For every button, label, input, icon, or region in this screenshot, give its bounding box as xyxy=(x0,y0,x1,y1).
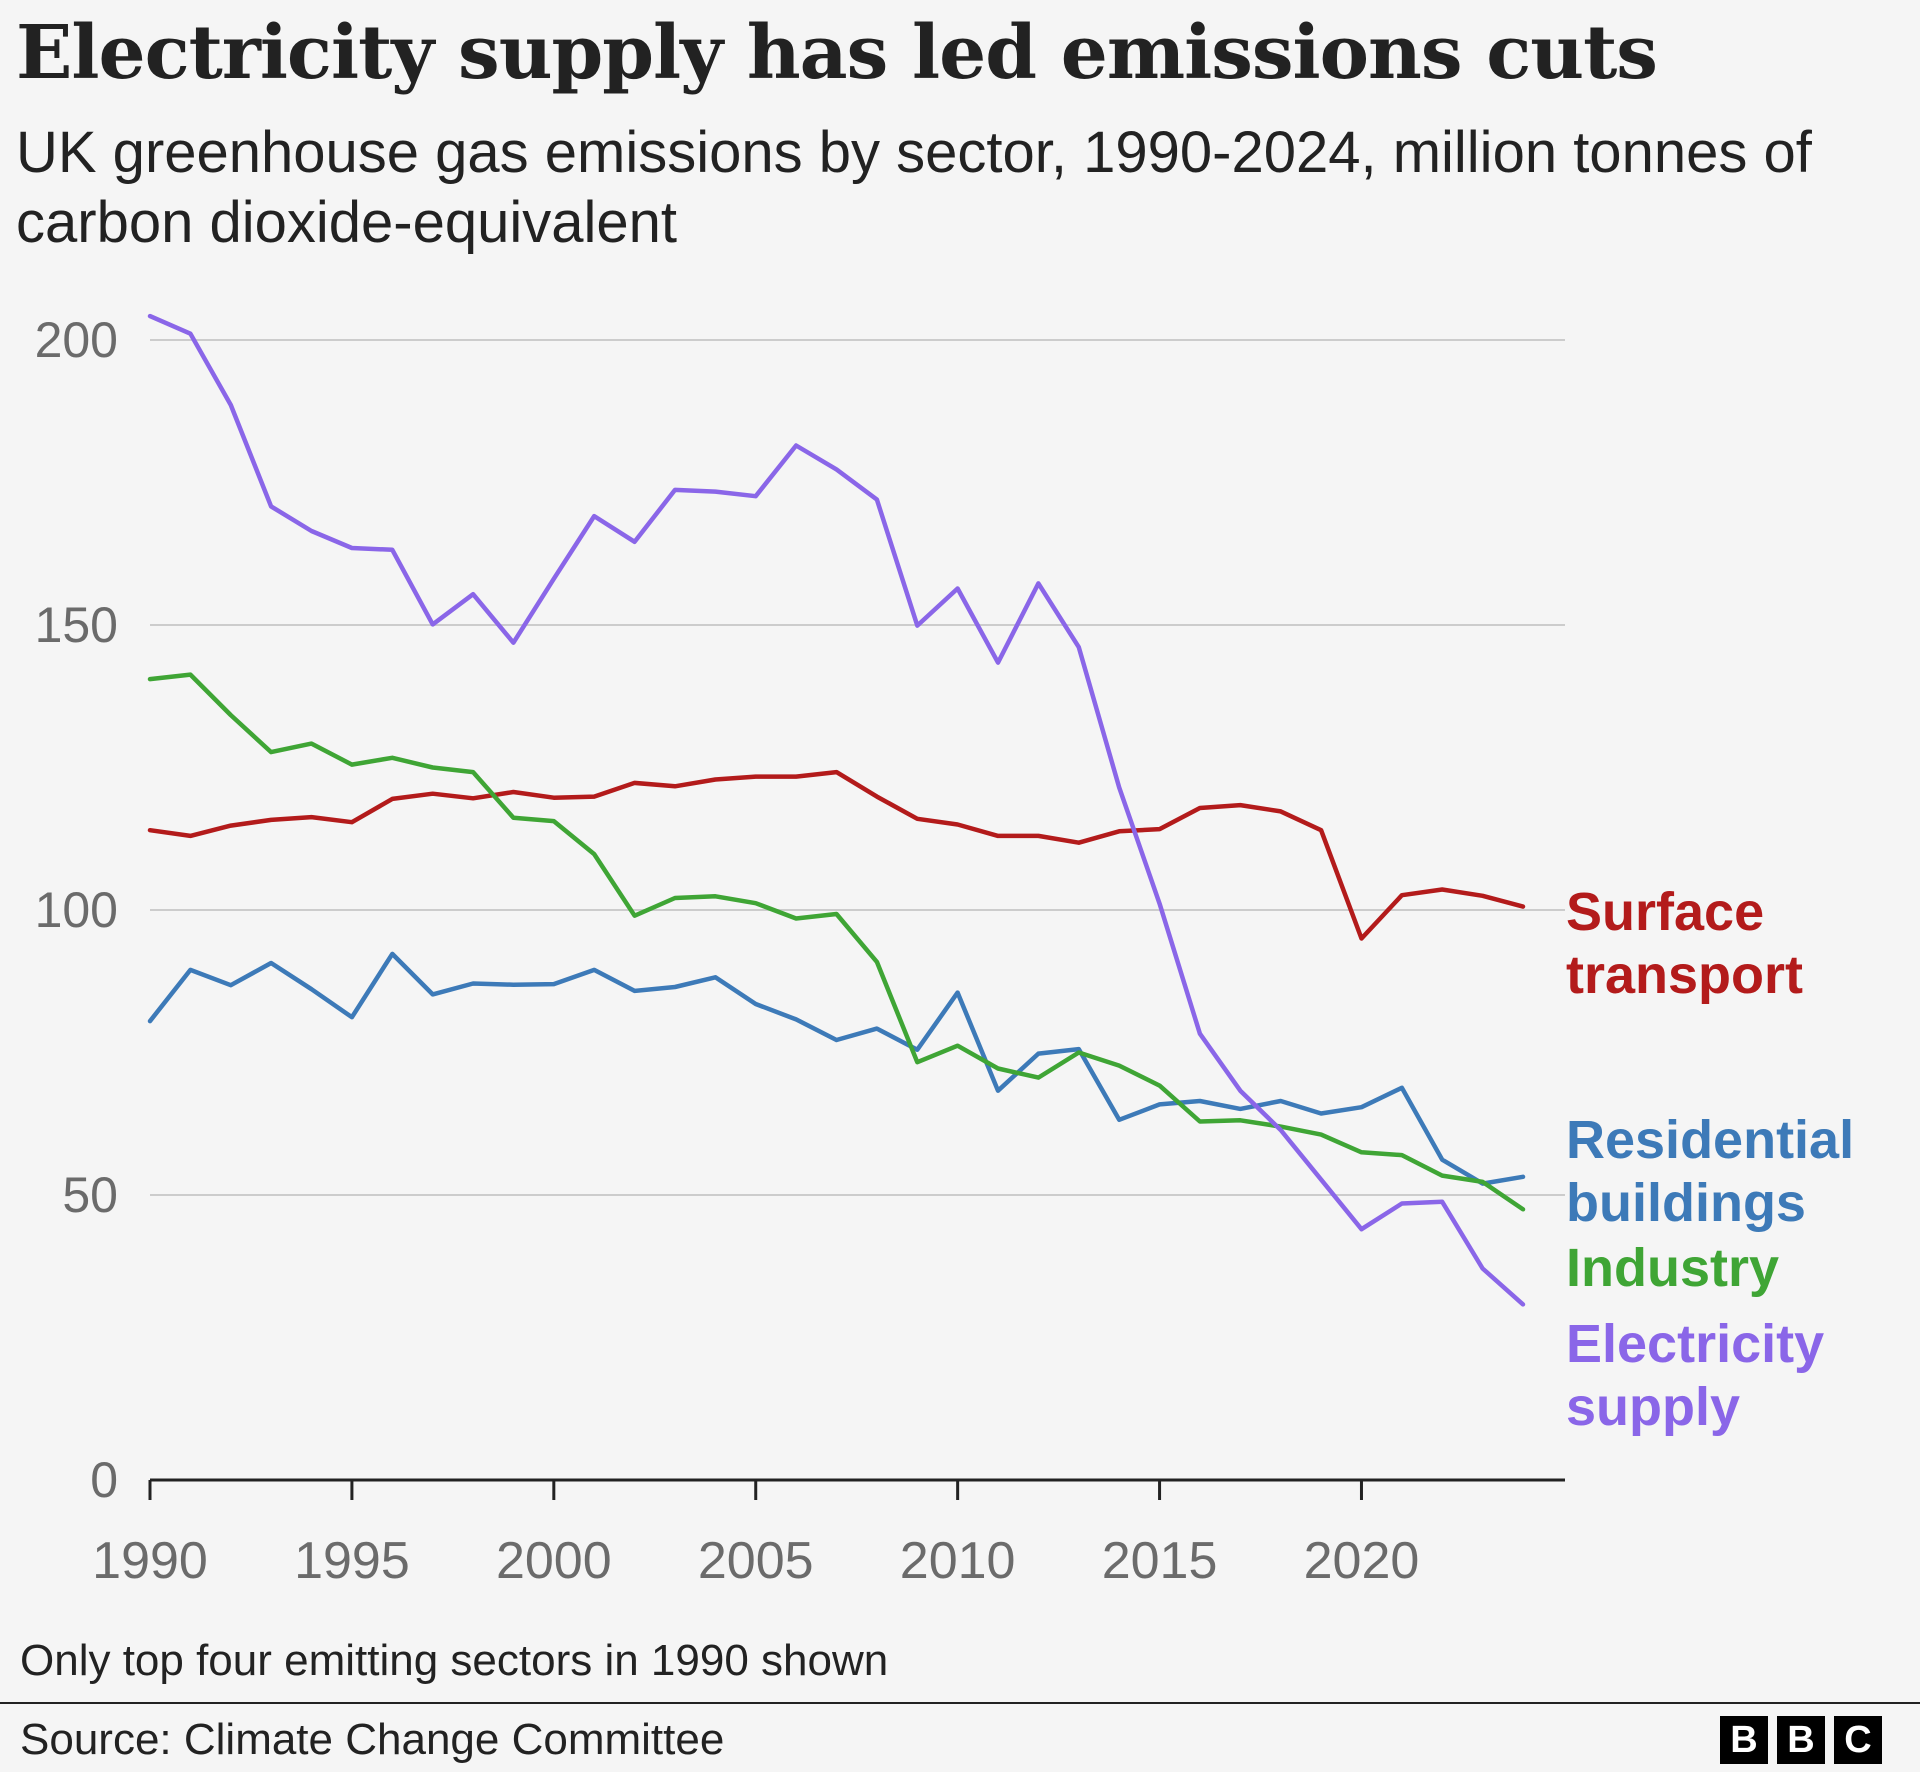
series-label-surface-transport: Surface transport xyxy=(1566,882,1803,1005)
bbc-logo: B B C xyxy=(1720,1716,1882,1764)
bbc-logo-letter: B xyxy=(1720,1716,1768,1764)
series-label-industry: Industry xyxy=(1566,1238,1779,1298)
y-tick-label: 0 xyxy=(90,1452,118,1508)
x-tick-label: 1995 xyxy=(294,1532,410,1590)
source-credit: Source: Climate Change Committee xyxy=(20,1715,725,1764)
series-labels: Surface transport Residential buildingsIndu… xyxy=(1566,882,1854,1437)
chart-subtitle: UK greenhouse gas emissions by sector, 1… xyxy=(16,120,1812,255)
x-tick-label: 1990 xyxy=(92,1532,208,1590)
series-line-residential-buildings xyxy=(147,951,1526,1186)
y-tick-label: 50 xyxy=(62,1167,118,1223)
series-lines xyxy=(147,313,1526,1307)
x-axis-tick-labels: 1990 1995 2000 2005 2010 2015 2020 xyxy=(92,1532,1419,1590)
gridlines xyxy=(150,339,1565,1196)
y-tick-label: 200 xyxy=(35,312,118,368)
y-tick-label: 100 xyxy=(35,882,118,938)
y-tick-label: 150 xyxy=(35,597,118,653)
x-tick-label: 2015 xyxy=(1102,1532,1218,1590)
chart-note: Only top four emitting sectors in 1990 s… xyxy=(20,1636,889,1685)
x-tick-label: 2020 xyxy=(1304,1532,1420,1590)
series-line-electricity-supply xyxy=(147,313,1526,1307)
series-label-electricity-supply: Electricity supply xyxy=(1566,1314,1824,1437)
series-line-industry xyxy=(147,672,1526,1212)
x-tick-label: 2000 xyxy=(496,1532,612,1590)
x-tick-label: 2005 xyxy=(698,1532,814,1590)
bbc-logo-letter: B xyxy=(1777,1716,1825,1764)
y-axis-tick-labels: 0 50 100 150 200 xyxy=(35,312,118,1508)
footer-divider xyxy=(0,1702,1920,1704)
x-axis xyxy=(148,1478,1565,1500)
bbc-logo-letter: C xyxy=(1834,1716,1882,1764)
chart-title: Electricity supply has led emissions cut… xyxy=(16,10,1658,96)
x-tick-label: 2010 xyxy=(900,1532,1016,1590)
series-label-residential-buildings: Residential buildings xyxy=(1566,1110,1854,1233)
series-line-surface-transport xyxy=(147,769,1526,941)
line-chart: 0 50 100 150 200 1990 1995 2000 2005 2010 2015 202… xyxy=(35,312,1855,1590)
